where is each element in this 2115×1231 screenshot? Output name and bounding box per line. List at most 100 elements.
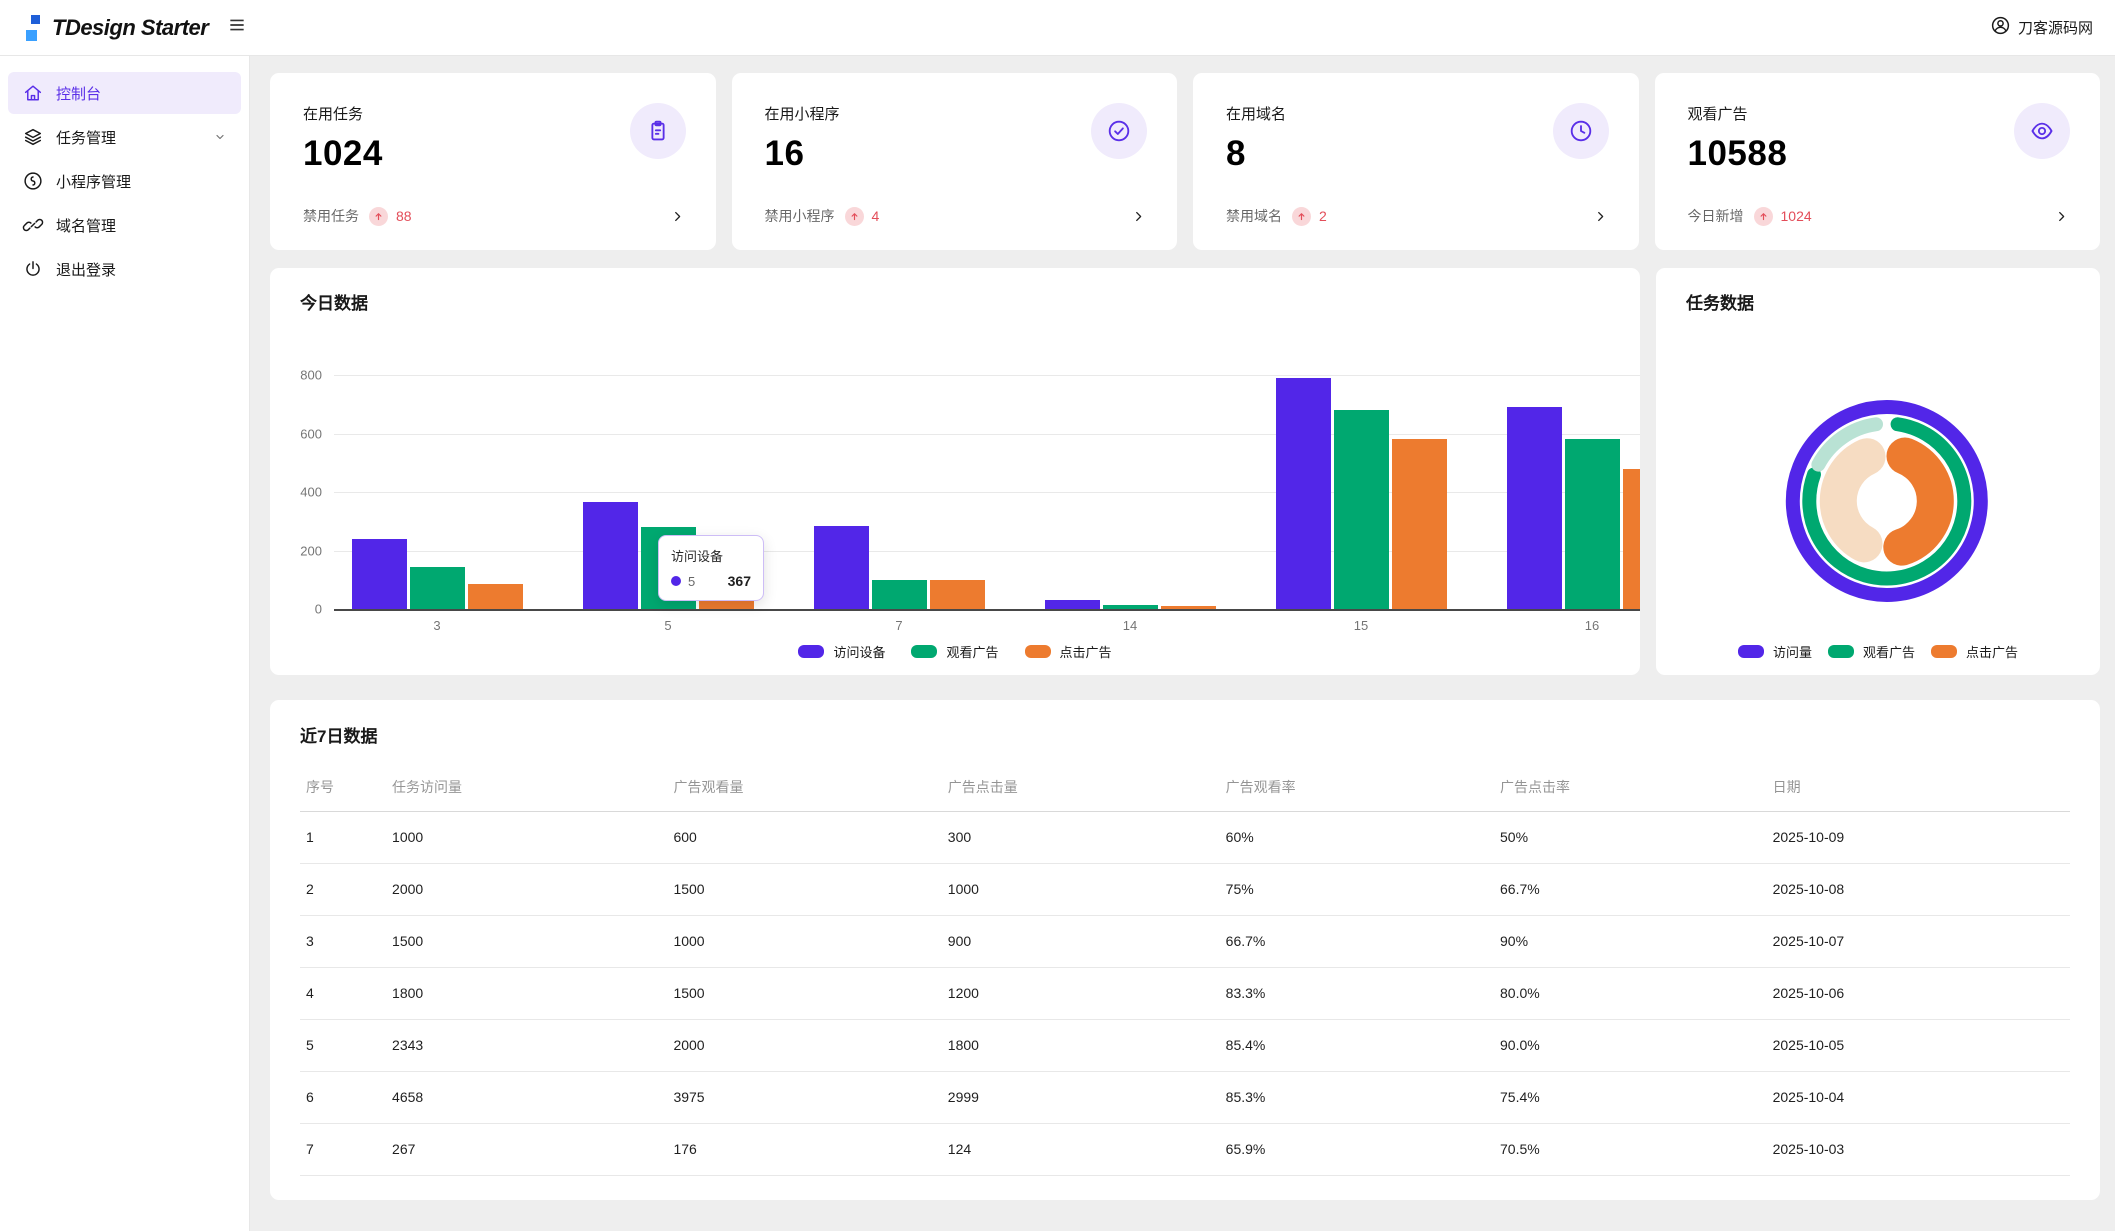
nested-donut-chart[interactable]	[1777, 391, 1997, 611]
column-header: 序号	[300, 763, 393, 812]
sidebar-item-link[interactable]: 域名管理	[8, 204, 241, 246]
bar-点击广告-7	[929, 579, 985, 609]
logo-title: TDesign Starter	[52, 14, 209, 40]
y-axis-tick: 200	[300, 543, 322, 558]
sidebar-item-miniprogram[interactable]: 小程序管理	[8, 160, 241, 202]
chart-tooltip: 访问设备 5 367	[658, 535, 764, 601]
stat-card-2: 在用域名 8 禁用域名 2	[1193, 73, 1639, 250]
table-row: 6 4658 3975 2999 85.3% 75.4% 2025-10-04	[300, 1071, 2070, 1124]
app-logo[interactable]: TDesign Starter	[0, 13, 209, 43]
table-cell: 90.0%	[1500, 1019, 1773, 1072]
legend-swatch-icon	[1737, 645, 1764, 658]
home-icon	[22, 82, 44, 104]
trend-up-icon	[1753, 206, 1773, 226]
donut-segment-orange-light	[1819, 438, 1886, 563]
bar-观看广告-14	[1102, 604, 1158, 609]
sidebar-item-label: 控制台	[56, 85, 102, 103]
table-row: 1 1000 600 300 60% 50% 2025-10-09	[300, 811, 2070, 864]
table-cell: 85.4%	[1225, 1019, 1501, 1072]
sidebar-item-label: 退出登录	[56, 261, 117, 279]
table-cell: 1	[300, 811, 393, 864]
y-axis-tick: 600	[300, 426, 322, 441]
tooltip-series-label: 5	[688, 573, 696, 589]
table-row: 4 1800 1500 1200 83.3% 80.0% 2025-10-06	[300, 967, 2070, 1020]
miniprogram-icon	[22, 170, 44, 192]
legend-item-观看广告[interactable]: 观看广告	[911, 642, 999, 661]
chevron-down-icon	[211, 128, 229, 146]
gridline	[334, 492, 1640, 493]
user-menu[interactable]: 刀客源码网	[1990, 15, 2115, 40]
table-cell: 1500	[392, 915, 674, 968]
power-icon	[22, 258, 44, 280]
main-content: 在用任务 1024 禁用任务 88 在用小程序 16 禁用小程序 4 在用域名 8 禁用域名 2 观看广…	[250, 56, 2115, 1226]
sidebar: 控制台任务管理 小程序管理域名管理退出登录	[0, 56, 250, 1231]
user-icon	[1990, 15, 2011, 40]
stat-card-1: 在用小程序 16 禁用小程序 4	[731, 73, 1177, 250]
sidebar-item-home[interactable]: 控制台	[8, 72, 241, 114]
table-row: 7 267 176 124 65.9% 70.5% 2025-10-03	[300, 1123, 2070, 1176]
bar-chart[interactable]: 800 600 400 200 0 3 5 7 14 15 16	[270, 268, 1640, 675]
table-cell: 2343	[392, 1019, 674, 1072]
legend-label: 观看广告	[946, 645, 999, 660]
bar-观看广告-15	[1333, 410, 1389, 609]
table-cell: 1200	[947, 967, 1226, 1020]
table-row: 3 1500 1000 900 66.7% 90% 2025-10-07	[300, 915, 2070, 968]
table-cell: 2	[300, 863, 393, 916]
legend-item-观看广告[interactable]: 观看广告	[1827, 642, 1915, 661]
bar-访问设备-16	[1506, 407, 1562, 609]
tooltip-value: 367	[727, 573, 751, 589]
table-cell: 85.3%	[1225, 1071, 1501, 1124]
chevron-right-icon[interactable]	[2053, 208, 2070, 225]
legend-item-点击广告[interactable]: 点击广告	[1931, 642, 2018, 661]
y-axis-tick: 800	[300, 367, 322, 383]
stat-footer-value: 1024	[1780, 208, 1812, 224]
legend-label: 点击广告	[1966, 645, 2019, 660]
table-cell: 3	[300, 915, 393, 968]
sidebar-item-layers[interactable]: 任务管理	[8, 116, 241, 158]
column-header: 广告观看率	[1225, 763, 1501, 812]
eye-icon	[2014, 103, 2070, 159]
menu-toggle-button[interactable]	[222, 13, 252, 43]
stat-footer-label: 今日新增	[1687, 208, 1744, 224]
hamburger-icon	[227, 15, 247, 40]
chevron-right-icon[interactable]	[1592, 208, 1609, 225]
stat-value: 8	[1226, 134, 1246, 173]
table-cell: 1000	[673, 915, 948, 968]
today-data-card: 今日数据 800 600 400 200 0 3 5 7 14 15 16 访问设备 观看广告 点击广告…	[270, 268, 1640, 675]
legend-item-访问量[interactable]: 访问量	[1737, 642, 1812, 661]
check-circle-icon	[1091, 103, 1147, 159]
stat-footer-value: 88	[396, 208, 412, 224]
table-cell: 5	[300, 1019, 393, 1072]
legend-item-点击广告[interactable]: 点击广告	[1024, 642, 1112, 661]
bar-访问设备-7	[813, 525, 869, 609]
stat-footer-label: 禁用任务	[303, 208, 359, 224]
user-name: 刀客源码网	[2017, 20, 2093, 37]
table-cell: 2025-10-03	[1772, 1123, 2070, 1176]
sidebar-item-label: 域名管理	[56, 217, 117, 235]
table-cell: 2000	[673, 1019, 948, 1072]
legend-item-访问设备[interactable]: 访问设备	[798, 642, 885, 661]
table-cell: 3975	[673, 1071, 948, 1124]
y-axis-tick: 0	[314, 601, 322, 617]
recent-7-days-card: 近7日数据 序号 任务访问量 广告观看量 广告点击量 广告观看率 广告点击率 日期 1 100…	[270, 700, 2100, 1200]
donut-chart-legend: 访问量 观看广告 点击广告	[1656, 642, 2100, 661]
donut-segment-green	[1802, 417, 1972, 586]
table-cell: 2025-10-06	[1772, 967, 2070, 1020]
x-axis-tick: 3	[433, 618, 441, 633]
bar-访问设备-14	[1044, 600, 1100, 609]
stat-card-0: 在用任务 1024 禁用任务 88	[270, 73, 716, 250]
chevron-right-icon[interactable]	[669, 208, 686, 225]
sidebar-item-power[interactable]: 退出登录	[8, 248, 241, 290]
stat-footer-value: 4	[871, 208, 880, 224]
table-cell: 176	[673, 1123, 948, 1176]
chevron-right-icon[interactable]	[1130, 208, 1147, 225]
trend-up-icon	[1292, 206, 1311, 226]
column-header: 任务访问量	[392, 763, 674, 812]
gridline	[334, 375, 1640, 376]
column-header: 日期	[1772, 763, 2070, 812]
stat-title: 在用域名	[1226, 106, 1287, 123]
table-cell: 1000	[947, 863, 1226, 916]
donut-segment-orange	[1883, 437, 1954, 566]
task-data-card: 任务数据 访问量 观看广告 点击广告	[1656, 268, 2100, 675]
stat-value: 16	[764, 134, 805, 173]
